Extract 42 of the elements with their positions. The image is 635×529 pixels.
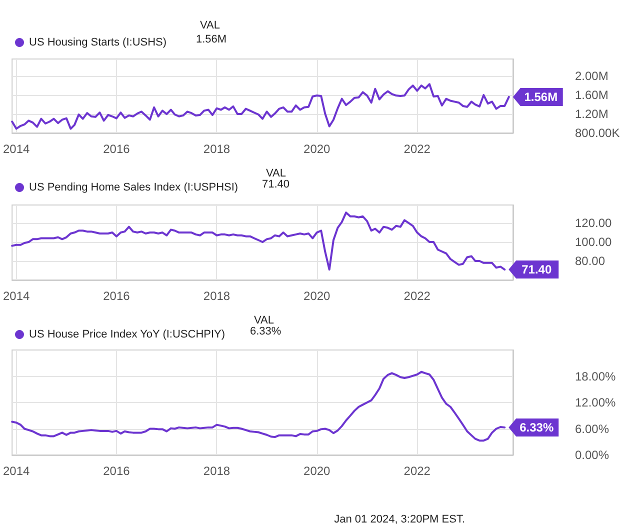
y-tick-label: 0.00% [575,448,610,462]
text: 6.33% [250,326,282,338]
x-tick-label: 2018 [203,142,230,156]
x-tick-label: 2014 [2,142,30,156]
x-tick-label: 2014 [2,289,30,303]
line-series [11,370,506,442]
legend-label: US Housing Starts (I:USHS) [29,36,167,48]
y-tick-label: 800.00K [575,126,620,140]
y-tick-label: 120.00 [575,216,612,230]
line-series [11,83,510,130]
annotation: 6.33% [520,420,554,434]
text: VAL [266,168,286,180]
y-tick-label: 6.00% [575,422,610,436]
x-tick-label: 2022 [404,289,431,303]
text: VAL [200,20,220,32]
x-tick-label: 2020 [304,464,331,478]
text: VAL [254,314,274,326]
legend-label: US Pending Home Sales Index (I:USPHSI) [29,182,238,194]
y-tick-label: 1.60M [575,88,608,102]
x-tick-label: 2022 [404,464,431,478]
x-tick-label: 2020 [304,289,331,303]
annotation: 1.56M [524,90,558,104]
y-tick-label: 80.00 [575,254,606,268]
line-series [11,212,506,271]
x-tick-label: 2016 [103,289,130,303]
y-tick-label: 12.00% [575,396,616,410]
y-tick-label: 100.00 [575,235,612,250]
text: 71.40 [262,178,290,190]
text: Jan 01 2024, 3:20PM EST. [334,514,466,526]
text: 1.56M [196,34,227,46]
x-tick-label: 2018 [203,464,230,478]
x-tick-label: 2014 [2,464,30,478]
x-tick-label: 2020 [304,142,331,156]
legend-label: US House Price Index YoY (I:USCHPIY) [29,328,226,340]
y-tick-label: 2.00M [575,69,608,84]
annotation: 71.40 [522,262,552,277]
x-tick-label: 2016 [103,464,130,478]
x-tick-label: 2022 [404,142,431,156]
y-tick-label: 1.20M [575,107,608,122]
x-tick-label: 2016 [103,142,130,156]
x-tick-label: 2018 [203,289,230,303]
y-tick-label: 18.00% [575,369,616,384]
